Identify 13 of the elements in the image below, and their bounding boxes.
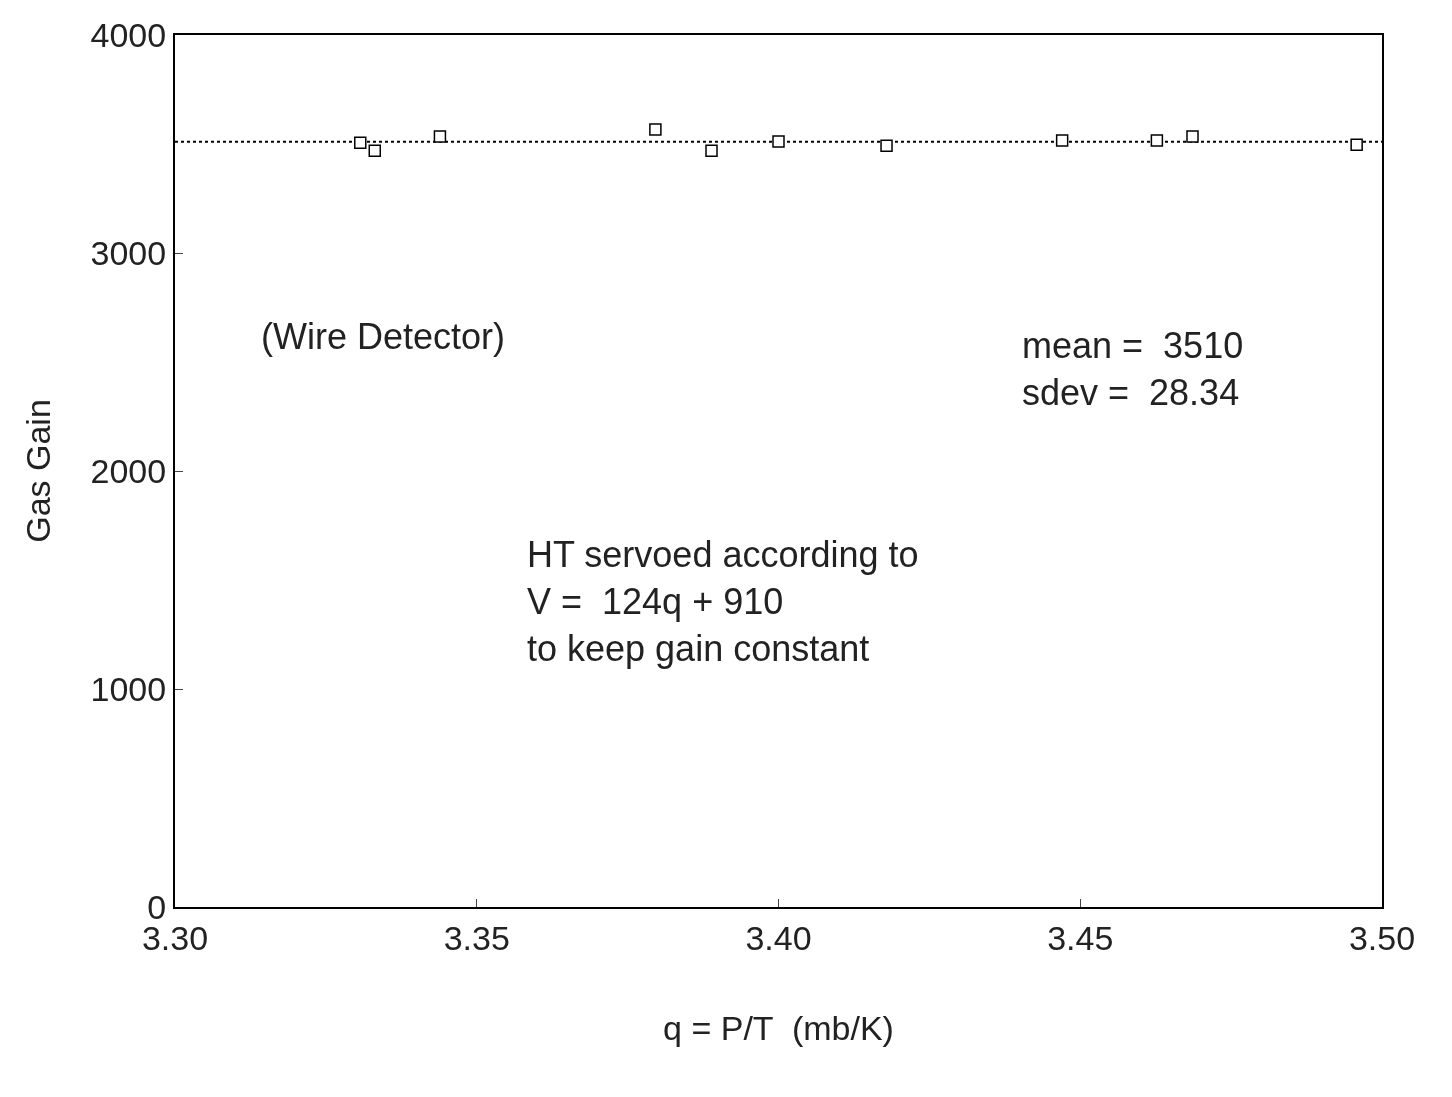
x-tick-label: 3.35: [443, 918, 510, 957]
y-tick-label: 2000: [90, 451, 167, 490]
annotation: HT servoed according to V = 124q + 910 to keep gain constant: [527, 534, 919, 669]
annotation: mean = 3510 sdev = 28.34: [1022, 325, 1244, 413]
x-tick-label: 3.40: [745, 918, 812, 957]
x-tick-label: 3.50: [1348, 918, 1416, 957]
x-axis-title: q = P/T (mb/K): [663, 1008, 894, 1047]
y-axis-title: Gas Gain: [18, 399, 57, 543]
x-tick-label: 3.45: [1047, 918, 1114, 957]
annotation: (Wire Detector): [261, 316, 506, 357]
y-tick-label: 1000: [90, 669, 167, 708]
y-tick-label: 4000: [90, 15, 167, 54]
y-tick-label: 3000: [90, 233, 167, 272]
